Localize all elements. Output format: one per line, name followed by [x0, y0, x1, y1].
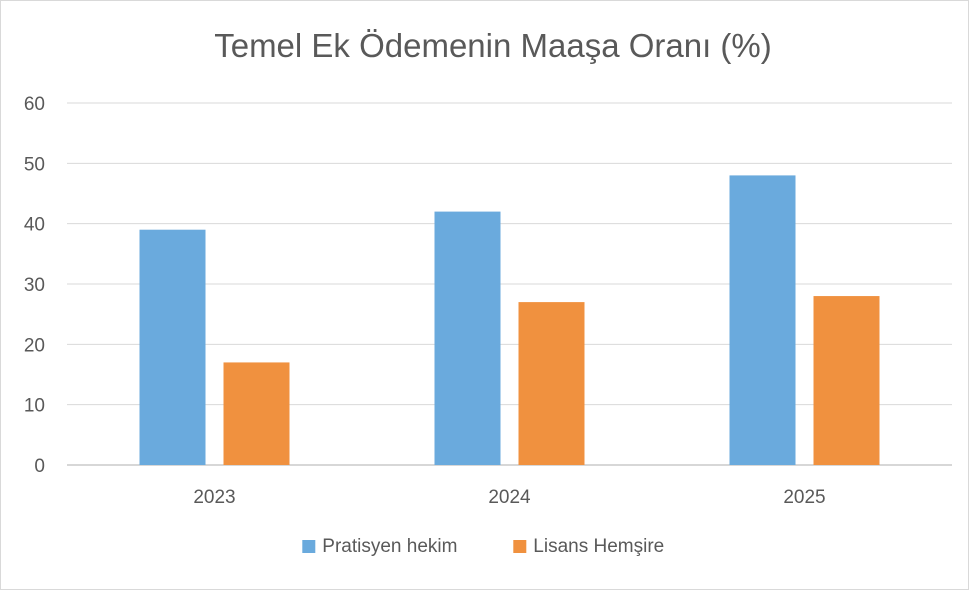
bar-lisans-hemsire-2024 [518, 302, 585, 465]
bar-lisans-hemsire-2023 [223, 362, 290, 465]
legend-label: Lisans Hemşire [533, 536, 664, 557]
x-axis-ticks: 2023 2024 2025 [193, 487, 825, 508]
legend-swatch [302, 540, 316, 553]
y-tick-label: 40 [24, 215, 45, 236]
legend-swatch [513, 540, 527, 553]
y-tick-label: 20 [24, 335, 45, 356]
y-tick-label: 0 [34, 456, 45, 477]
legend-label: Pratisyen hekim [322, 536, 457, 557]
y-tick-label: 50 [24, 154, 45, 175]
gridlines [67, 102, 952, 466]
y-tick-label: 60 [24, 94, 45, 115]
bars [139, 175, 880, 465]
y-axis-ticks: 0 10 20 30 40 50 60 [24, 94, 45, 477]
legend: Pratisyen hekim Lisans Hemşire [302, 536, 664, 557]
x-tick-label: 2023 [193, 487, 235, 508]
x-tick-label: 2025 [783, 487, 825, 508]
bar-pratisyen-hekim-2025 [729, 175, 796, 465]
bar-lisans-hemsire-2025 [813, 296, 880, 465]
chart-title: Temel Ek Ödemenin Maaşa Oranı (%) [214, 27, 772, 64]
bar-pratisyen-hekim-2023 [139, 229, 206, 465]
x-tick-label: 2024 [488, 487, 531, 508]
bar-pratisyen-hekim-2024 [434, 211, 501, 465]
y-tick-label: 30 [24, 275, 45, 296]
y-tick-label: 10 [24, 396, 45, 417]
